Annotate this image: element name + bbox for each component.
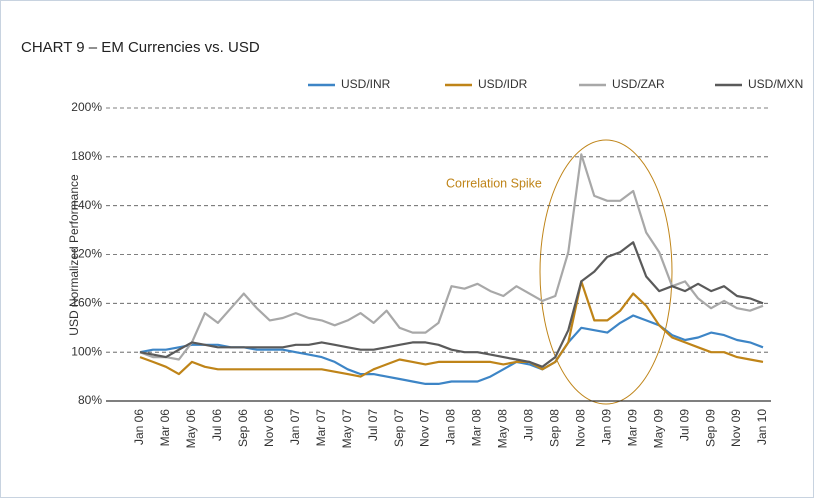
x-tick-label: Mar 08 xyxy=(470,409,484,447)
y-axis-label: USD Normalized Performance xyxy=(67,174,81,336)
x-tick-label: Jan 06 xyxy=(132,409,146,445)
x-tick-label: Nov 08 xyxy=(573,409,587,447)
x-tick-label: Jul 07 xyxy=(366,409,380,441)
annotation: Correlation Spike xyxy=(446,176,542,190)
x-tick-label: Nov 06 xyxy=(262,409,276,447)
x-tick-label: Sep 08 xyxy=(548,409,562,447)
x-tick-label: May 08 xyxy=(496,409,510,449)
x-tick-label: Jul 06 xyxy=(210,409,224,441)
x-tick-label: Nov 09 xyxy=(729,409,743,447)
y-tick-label: 120% xyxy=(71,247,102,261)
x-tick-label: Mar 07 xyxy=(314,409,328,447)
series-line xyxy=(139,153,764,361)
x-tick-label: Jan 10 xyxy=(755,409,769,445)
x-tick-label: Sep 09 xyxy=(703,409,717,447)
series-line xyxy=(139,241,764,368)
x-tick-label: Nov 07 xyxy=(418,409,432,447)
legend-label: USD/ZAR xyxy=(612,77,665,91)
legend-label: USD/IDR xyxy=(478,77,528,91)
y-tick-label: 180% xyxy=(71,149,102,163)
x-tick-label: Mar 09 xyxy=(625,409,639,447)
y-tick-label: 80% xyxy=(78,393,102,407)
x-tick-label: Mar 06 xyxy=(158,409,172,447)
legend-label: USD/INR xyxy=(341,77,391,91)
x-tick-label: Sep 06 xyxy=(236,409,250,447)
legend-label: USD/MXN xyxy=(748,77,803,91)
y-tick-label: 100% xyxy=(71,344,102,358)
highlight-ellipse xyxy=(539,139,673,405)
chart-title: CHART 9 – EM Currencies vs. USD xyxy=(21,39,260,56)
x-tick-label: Jul 09 xyxy=(677,409,691,441)
x-tick-label: Jan 08 xyxy=(444,409,458,445)
series-line xyxy=(139,280,764,378)
y-tick-label: 200% xyxy=(71,100,102,114)
x-tick-label: May 06 xyxy=(184,409,198,449)
x-tick-label: May 09 xyxy=(651,409,665,449)
y-tick-label: 140% xyxy=(71,198,102,212)
x-tick-label: May 07 xyxy=(340,409,354,449)
x-tick-label: Sep 07 xyxy=(392,409,406,447)
y-tick-label: 160% xyxy=(71,296,102,310)
x-tick-label: Jul 08 xyxy=(522,409,536,441)
x-tick-label: Jan 07 xyxy=(288,409,302,445)
x-tick-label: Jan 09 xyxy=(599,409,613,445)
